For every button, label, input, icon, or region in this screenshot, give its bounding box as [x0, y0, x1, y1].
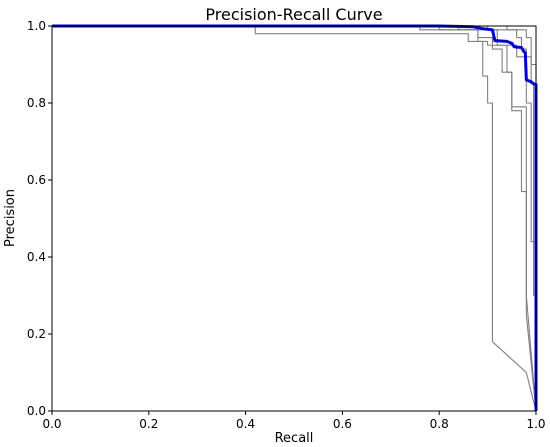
y-tick-label: 0.4 [27, 250, 46, 264]
y-axis-label: Precision [3, 189, 18, 247]
chart-title: Precision-Recall Curve [205, 5, 382, 24]
x-tick-label: 0.0 [42, 417, 61, 431]
y-tick-label: 0.8 [27, 96, 46, 110]
x-axis: 0.0 0.2 0.4 0.6 0.8 1.0 [42, 411, 546, 431]
y-axis: 0.0 0.2 0.4 0.6 0.8 1.0 [27, 19, 52, 418]
x-tick-label: 1.0 [526, 417, 545, 431]
plot-frame [51, 25, 537, 412]
series-line-mean [52, 24, 538, 411]
series-line-5 [52, 25, 537, 411]
x-axis-label: Recall [275, 431, 314, 446]
x-tick-label: 0.2 [139, 417, 158, 431]
x-tick-label: 0.6 [333, 417, 352, 431]
plot-area [52, 24, 538, 412]
series-line-6 [52, 25, 537, 411]
x-tick-label: 0.8 [430, 417, 449, 431]
y-tick-label: 0.6 [27, 173, 46, 187]
series-line-1 [52, 25, 537, 411]
y-tick-label: 0.2 [27, 327, 46, 341]
y-tick-label: 0.0 [27, 404, 46, 418]
x-tick-label: 0.4 [236, 417, 255, 431]
series-line-4 [52, 25, 537, 412]
series-line-2 [52, 25, 537, 412]
series-line-3 [52, 25, 537, 412]
y-tick-label: 1.0 [27, 19, 46, 33]
